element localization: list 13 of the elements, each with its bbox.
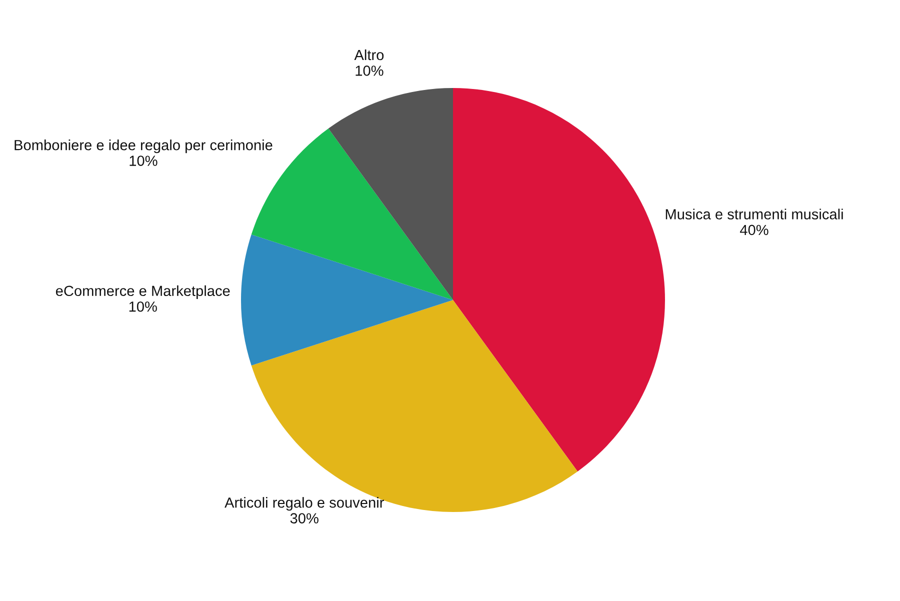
data-label: 10% [129, 301, 157, 312]
pie-slice [453, 88, 665, 472]
data-label: 40% [740, 224, 768, 236]
data-label: 10% [356, 66, 384, 76]
pie-slice [328, 88, 453, 300]
slice-label: Articoli regalo e souvenir [224, 497, 384, 511]
data-label: 30% [290, 513, 318, 524]
slice-label: Bomboniere e idee regalo per cerimonie [14, 140, 272, 154]
slice-label: Altro [354, 49, 384, 60]
pie-slice [241, 234, 453, 366]
data-label: 10% [130, 156, 158, 166]
slice-label: eCommerce e Marketplace [56, 285, 230, 299]
slice-label: Musica e strumenti musicali [666, 208, 843, 220]
